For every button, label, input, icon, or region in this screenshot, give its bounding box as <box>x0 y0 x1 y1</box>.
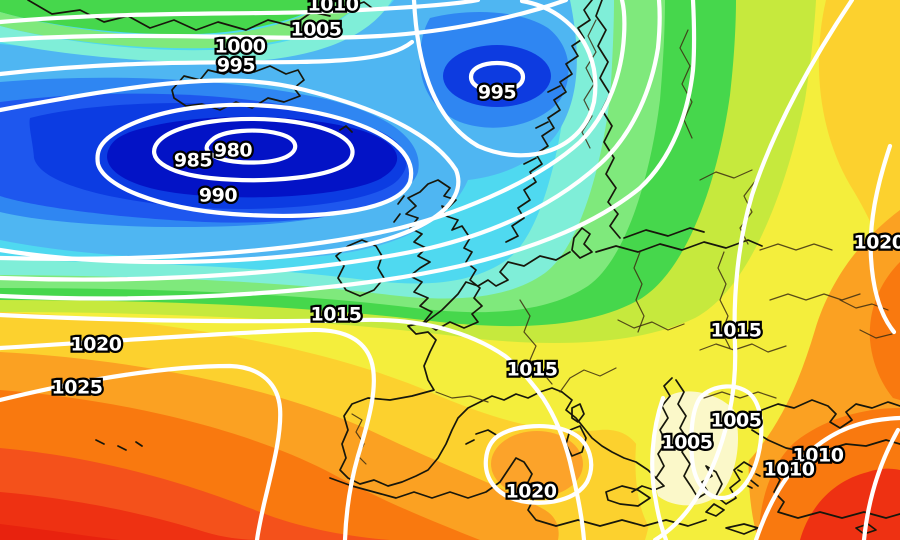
pressure-label: 1020 <box>506 481 557 503</box>
isobar-1025 <box>0 363 283 540</box>
coastline-aegean-islets <box>737 469 761 489</box>
coastline-norway-fjords <box>523 85 561 165</box>
isobar-995-atlantic <box>0 78 461 265</box>
pressure-label: 1005 <box>662 432 713 454</box>
coastline-adriatic-west <box>655 377 673 479</box>
isobar-1010-south <box>0 0 697 301</box>
pressure-label: 980 <box>214 140 252 162</box>
coastline-black-sea-south <box>751 429 900 453</box>
band-pale-balkan-core <box>653 391 738 506</box>
isobar-1010-balkan <box>650 395 669 540</box>
coastline-gulf-of-finland <box>623 227 705 239</box>
band-dred-sw <box>0 524 120 540</box>
border-bulgaria-greece <box>703 391 777 399</box>
pressure-label: 995 <box>217 55 255 77</box>
coastline-peloponnese <box>705 503 725 517</box>
pressure-label: 1020 <box>71 334 122 356</box>
coastline-hebrides <box>393 195 405 223</box>
border-poland-ukraine <box>717 251 731 349</box>
coastline-ireland <box>335 239 385 297</box>
isobar-985-loop <box>152 116 355 183</box>
pressure-label: 990 <box>199 185 237 207</box>
isobar-1010-top <box>0 0 481 25</box>
isobar-1020-algeria-loop <box>483 424 594 505</box>
isobar-1005-balkan-loop <box>689 384 764 501</box>
band-greenland-green <box>0 0 330 35</box>
isobar-1005-south <box>0 0 662 282</box>
coastline-denmark <box>571 227 593 259</box>
isobar-1020-east <box>868 143 897 335</box>
isobar-1015-east <box>652 0 855 540</box>
isobar-1000-south <box>0 0 627 261</box>
coastline-crete <box>725 523 759 535</box>
pressure-label: 1005 <box>291 19 342 41</box>
isobar-1000-norway-horseshoe <box>411 0 598 158</box>
coastline-dalmatia-greece <box>675 379 759 505</box>
coastline-turkey-aegean <box>771 469 900 519</box>
band-red-sw <box>0 492 260 540</box>
coastline-balearics <box>465 429 499 445</box>
coastline-black-sea-north <box>747 399 900 429</box>
coastline-faroes <box>339 125 353 133</box>
coastline-greenland <box>27 0 331 31</box>
pressure-label: 1015 <box>507 359 558 381</box>
pressure-label: 1010 <box>793 445 844 467</box>
border-belarus-ukraine <box>759 243 861 301</box>
pressure-label: 995 <box>478 82 516 104</box>
pressure-label: 1020 <box>854 232 900 254</box>
band-algeria-loop-inner <box>491 431 583 497</box>
pressure-label: 1010 <box>308 0 359 16</box>
isobar-1015-main <box>0 312 587 540</box>
pressure-label: 1010 <box>764 459 815 481</box>
border-france-germany <box>519 299 553 385</box>
isobar-1000-west <box>0 39 415 77</box>
pressure-label: 985 <box>174 150 212 172</box>
pressure-label: 1000 <box>215 36 266 58</box>
coastline-west-europe-iberia <box>339 251 571 487</box>
isobar-980-loop <box>204 128 298 165</box>
isobar-990-loop <box>95 102 414 218</box>
pressure-label: 1005 <box>711 410 762 432</box>
isobar-1010-southeast-b <box>861 427 900 540</box>
border-czech <box>617 319 685 331</box>
isobar-995-norway-loop <box>468 60 526 94</box>
coastline-jan-mayen <box>351 1 373 9</box>
pressure-label: 1025 <box>52 377 103 399</box>
pressure-label: 1015 <box>311 304 362 326</box>
pressure-labels: 1010100510009959809859909951015102010251… <box>49 0 900 505</box>
border-hungary-romania <box>699 343 787 353</box>
coastline-sicily <box>605 485 651 507</box>
border-spain-france <box>435 391 489 403</box>
coastline-north-africa <box>329 457 707 527</box>
band-greenland-pcyan <box>0 0 392 63</box>
isobar-1010-southeast-a <box>753 415 900 540</box>
pressure-label: 1015 <box>711 320 762 342</box>
coastlines <box>27 0 900 535</box>
coastline-italy <box>561 391 665 493</box>
border-alps <box>559 367 617 393</box>
coastline-norway <box>505 0 593 243</box>
border-germany-poland <box>633 251 645 333</box>
band-norway-low-core <box>443 45 551 107</box>
isobar-1020-west <box>0 327 376 540</box>
coastline-azores-islets <box>95 439 143 451</box>
isobar-1005-north <box>0 0 569 43</box>
band-navy-core <box>107 116 398 198</box>
